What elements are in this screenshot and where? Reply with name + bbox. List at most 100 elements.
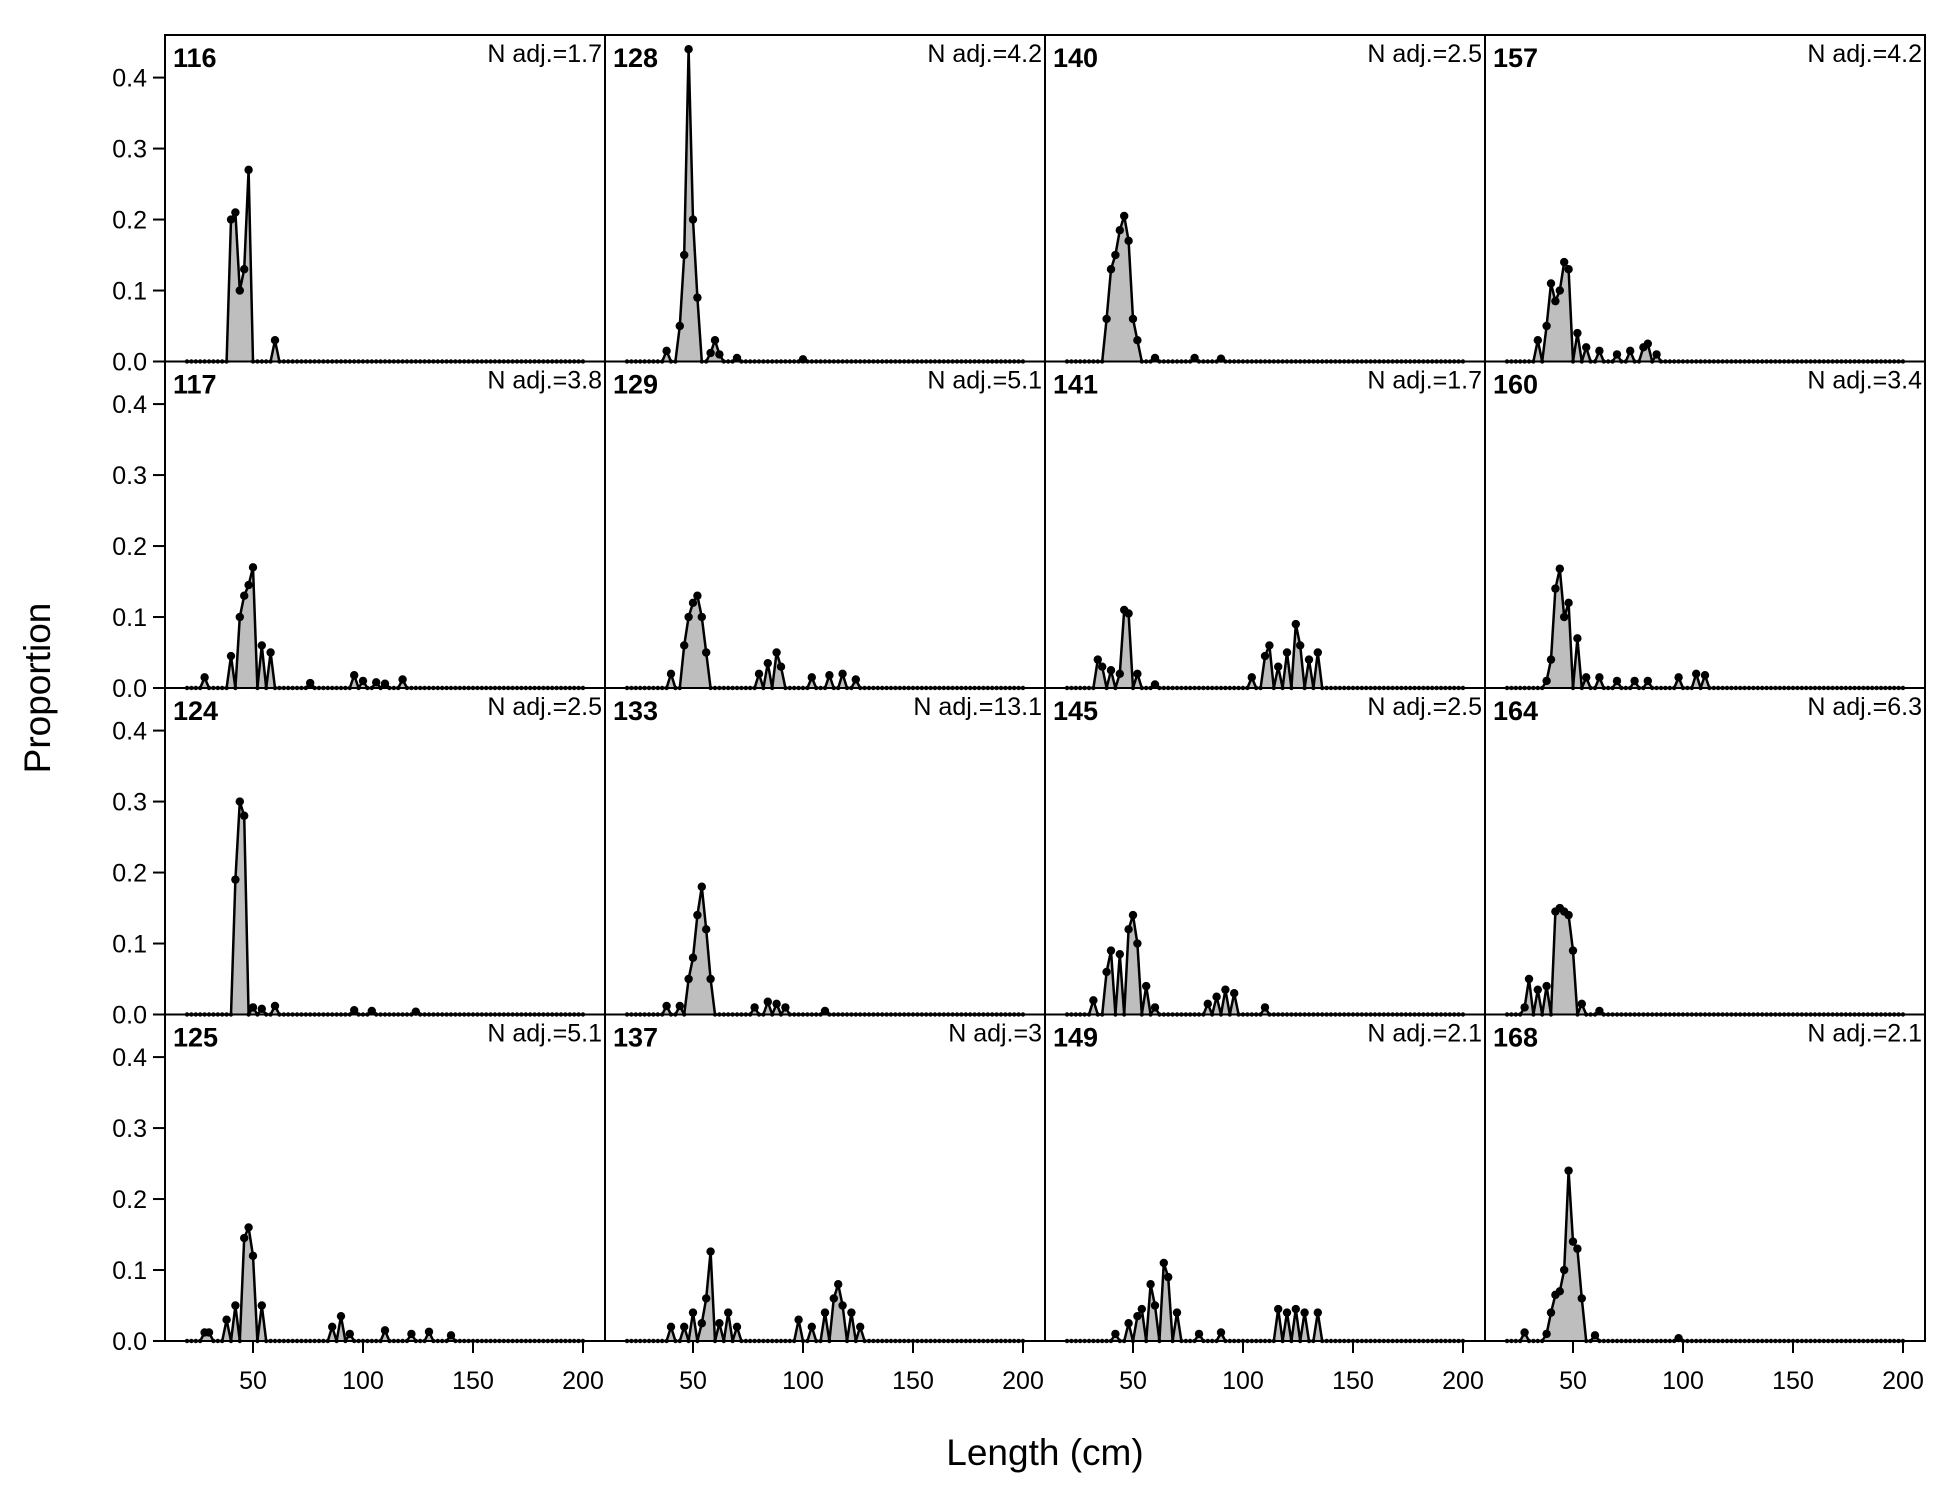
data-point — [706, 1247, 715, 1256]
y-tick-label: 0.0 — [112, 349, 147, 377]
y-tick-label: 0.1 — [112, 931, 147, 959]
data-point — [1150, 353, 1160, 363]
panel-141: 141 N adj.=1.7 — [1044, 360, 1486, 691]
data-point — [1520, 1003, 1529, 1012]
panel-label: 117 — [173, 370, 217, 400]
data-point — [240, 591, 249, 600]
n-adj-label: N adj.=3.8 — [487, 367, 602, 395]
data-point — [1172, 1308, 1182, 1317]
data-point — [1111, 250, 1120, 260]
data-point — [754, 669, 764, 678]
data-point — [1164, 1272, 1173, 1282]
data-point — [1296, 641, 1305, 650]
y-tick-label: 0.4 — [112, 391, 147, 419]
distribution-fill — [1067, 609, 1463, 688]
panel-137: 137 N adj.=3 50 100 150 200 — [604, 1013, 1046, 1395]
data-point — [1560, 1265, 1569, 1275]
panel-label: 149 — [1053, 1023, 1098, 1053]
data-point — [680, 641, 689, 650]
n-adj-label: N adj.=3.4 — [1807, 367, 1922, 395]
distribution-fill — [1507, 568, 1903, 688]
data-point — [688, 1308, 698, 1317]
n-adj-label: N adj.=5.1 — [927, 367, 1042, 395]
data-point — [1542, 1329, 1551, 1339]
data-point — [1533, 336, 1543, 345]
data-point — [693, 910, 702, 920]
data-point — [1595, 346, 1604, 356]
panel-133: 133 N adj.=13.1 — [604, 687, 1046, 1017]
panel-frame — [604, 34, 1046, 363]
data-point — [1582, 343, 1591, 352]
y-tick-label: 0.4 — [112, 65, 147, 93]
data-point — [1274, 662, 1283, 671]
x-tick-label: 50 — [679, 1367, 707, 1395]
data-point — [1115, 949, 1125, 959]
data-point — [240, 1233, 249, 1243]
panel-frame — [1484, 1013, 1926, 1342]
data-point — [1137, 1304, 1147, 1314]
data-point — [358, 676, 368, 686]
panel-label: 141 — [1053, 370, 1098, 400]
panel-label: 140 — [1053, 43, 1098, 73]
data-point — [1595, 1006, 1604, 1016]
data-point — [248, 1251, 258, 1261]
x-tick-label: 200 — [1442, 1367, 1484, 1395]
panel-128: 128 N adj.=4.2 — [604, 34, 1046, 364]
data-point — [750, 1003, 759, 1012]
data-point — [706, 974, 715, 984]
data-point — [702, 648, 711, 657]
data-point — [240, 811, 249, 820]
x-tick-label: 200 — [562, 1367, 604, 1395]
data-point — [1128, 910, 1138, 920]
data-point — [1247, 673, 1257, 682]
data-point — [1150, 1003, 1160, 1012]
panel-164: 164 N adj.=6.3 — [1484, 687, 1926, 1017]
data-point — [838, 1301, 847, 1310]
data-point — [697, 882, 706, 891]
x-tick-label: 100 — [1222, 1367, 1264, 1395]
data-point — [1102, 314, 1111, 324]
data-point — [666, 1322, 676, 1332]
y-tick-label: 0.1 — [112, 1257, 147, 1285]
data-point — [697, 612, 706, 622]
data-point — [829, 1294, 838, 1303]
data-point — [1106, 265, 1116, 274]
data-point — [781, 1003, 790, 1012]
n-adj-label: N adj.=2.1 — [1367, 1020, 1482, 1048]
n-adj-label: N adj.=2.1 — [1807, 1020, 1922, 1048]
data-point — [380, 1326, 390, 1335]
data-point — [684, 45, 693, 54]
data-point — [1546, 655, 1556, 664]
distribution-fill — [627, 1251, 1023, 1341]
data-point — [776, 662, 786, 671]
data-point — [1150, 680, 1160, 689]
panel-124: 124 N adj.=2.5 0.0 0.1 0.2 0.3 0.4 — [112, 687, 606, 1030]
panel-140: 140 N adj.=2.5 — [1044, 34, 1486, 364]
data-point — [1274, 1304, 1283, 1314]
n-adj-label: N adj.=6.3 — [1807, 693, 1922, 721]
x-tick-label: 50 — [1559, 1367, 1587, 1395]
data-point — [1098, 662, 1107, 671]
data-point — [1577, 1294, 1587, 1303]
data-point — [772, 999, 781, 1009]
data-point — [1212, 992, 1221, 1001]
data-point — [1643, 339, 1653, 348]
data-point — [1520, 1328, 1529, 1337]
panel-116: 116 N adj.=1.7 0.0 0.1 0.2 0.3 0.4 — [112, 34, 606, 377]
data-point — [1106, 666, 1116, 675]
data-point — [693, 591, 702, 600]
distribution-fill — [1507, 262, 1903, 362]
data-point — [231, 875, 240, 884]
data-point — [1282, 648, 1292, 657]
data-point — [688, 215, 698, 224]
panel-label: 124 — [173, 696, 218, 726]
x-tick-label: 100 — [782, 1367, 824, 1395]
data-point — [1612, 676, 1622, 686]
data-point — [204, 1328, 214, 1337]
data-point — [1102, 967, 1111, 977]
panel-label: 164 — [1493, 696, 1538, 726]
n-adj-label: N adj.=13.1 — [913, 693, 1042, 721]
y-tick-label: 0.0 — [112, 675, 147, 703]
data-point — [1216, 1328, 1226, 1337]
